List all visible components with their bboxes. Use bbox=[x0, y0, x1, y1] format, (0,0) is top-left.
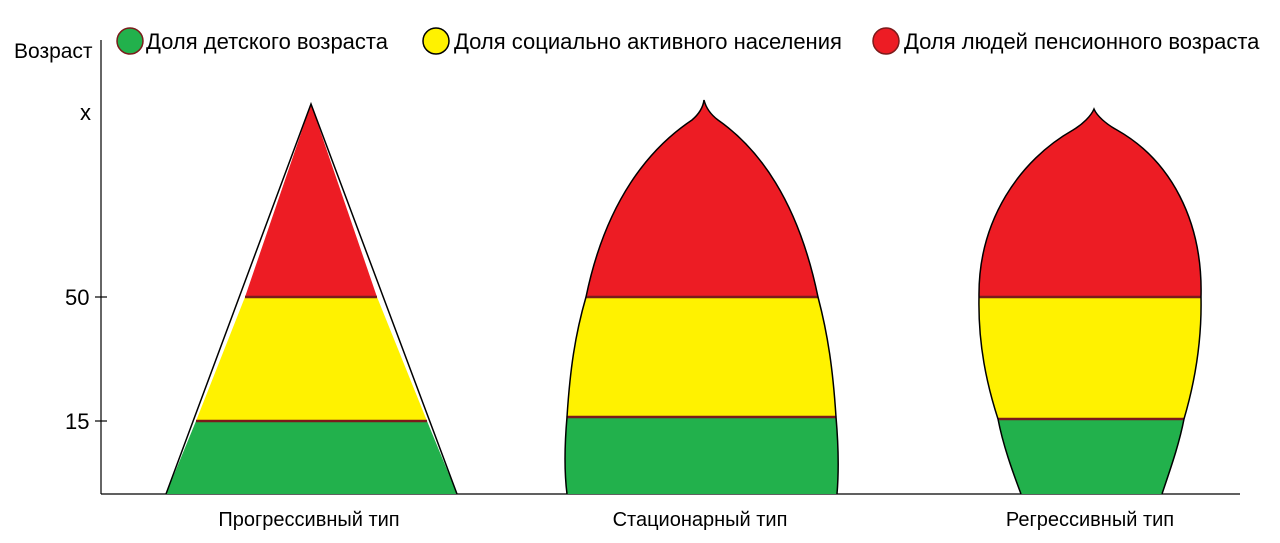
progressive-elderly-band bbox=[245, 104, 377, 297]
legend-swatch-elderly bbox=[872, 27, 900, 55]
progressive-outline bbox=[165, 101, 458, 495]
stationary-outline bbox=[564, 99, 839, 495]
legend-item-elderly: Доля людей пенсионного возраста bbox=[872, 27, 1260, 55]
y-axis-title: Возраст bbox=[14, 40, 93, 63]
regressive-label: Регрессивный тип bbox=[1006, 509, 1174, 531]
regressive-children-band bbox=[998, 419, 1184, 494]
progressive-children-band bbox=[166, 421, 457, 494]
y-tick-label-50: 50 bbox=[65, 285, 89, 310]
y-tick-label-x: x bbox=[80, 100, 91, 125]
legend-label-elderly: Доля людей пенсионного возраста bbox=[904, 29, 1260, 54]
stationary-working-band bbox=[567, 297, 836, 417]
progressive-working-band bbox=[196, 297, 427, 421]
legend-label-working: Доля социально активного населения bbox=[454, 29, 842, 54]
pyramid-regressive: Регрессивный тип bbox=[978, 107, 1202, 531]
stationary-elderly-band bbox=[586, 100, 818, 297]
pyramid-progressive: Прогрессивный тип bbox=[165, 101, 458, 531]
progressive-label: Прогрессивный тип bbox=[218, 509, 399, 531]
y-tick-label-15: 15 bbox=[65, 409, 89, 434]
stationary-label: Стационарный тип bbox=[613, 509, 788, 531]
legend-label-children: Доля детского возраста bbox=[146, 29, 389, 54]
legend-item-working: Доля социально активного населения bbox=[422, 27, 842, 55]
regressive-outline bbox=[978, 107, 1202, 495]
legend-swatch-working bbox=[422, 27, 450, 55]
legend: Доля детского возраста Доля социально ак… bbox=[116, 27, 1260, 55]
regressive-elderly-band bbox=[978, 109, 1202, 297]
legend-swatch-children bbox=[116, 27, 144, 55]
legend-item-children: Доля детского возраста bbox=[116, 27, 389, 55]
stationary-children-band bbox=[565, 417, 839, 494]
regressive-working-band bbox=[978, 297, 1202, 419]
pyramid-stationary: Стационарный тип bbox=[564, 99, 839, 531]
